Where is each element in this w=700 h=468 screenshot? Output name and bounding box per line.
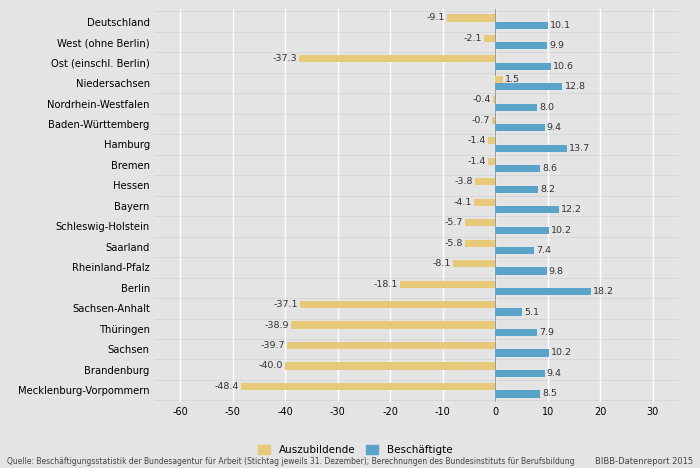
Bar (400, 280, 496, 288)
Text: -48.4: -48.4 (215, 382, 239, 391)
Text: 9.4: 9.4 (547, 123, 561, 132)
Bar (496, 329, 537, 336)
Text: -4.1: -4.1 (454, 197, 472, 207)
Text: -37.3: -37.3 (273, 54, 298, 63)
Text: -0.7: -0.7 (471, 116, 489, 125)
Text: 13.7: 13.7 (569, 144, 590, 153)
Text: -2.1: -2.1 (463, 34, 482, 43)
Bar (453, 260, 496, 267)
Bar (496, 227, 549, 234)
Bar (491, 117, 496, 124)
Text: 12.8: 12.8 (564, 82, 585, 91)
Bar (496, 76, 503, 83)
Bar (286, 362, 496, 370)
Bar (475, 178, 496, 185)
Bar (493, 96, 496, 103)
Text: -5.8: -5.8 (444, 239, 463, 248)
Text: 10.1: 10.1 (550, 21, 571, 30)
Text: -3.8: -3.8 (455, 177, 473, 186)
Bar (484, 35, 496, 42)
Bar (287, 342, 496, 349)
Text: 5.1: 5.1 (524, 307, 539, 316)
Text: 8.2: 8.2 (540, 185, 555, 194)
Text: 18.2: 18.2 (593, 287, 614, 296)
Legend: Auszubildende, Beschäftigte: Auszubildende, Beschäftigte (253, 441, 456, 460)
Bar (496, 350, 549, 357)
Text: -40.0: -40.0 (259, 361, 283, 371)
Bar (496, 22, 548, 29)
Bar (466, 219, 496, 226)
Text: 8.6: 8.6 (542, 164, 557, 173)
Text: 10.6: 10.6 (553, 62, 574, 71)
Bar (488, 137, 496, 144)
Bar (496, 83, 563, 90)
Text: 9.8: 9.8 (549, 267, 564, 276)
Bar (496, 124, 545, 132)
Bar (496, 308, 522, 315)
Text: 1.5: 1.5 (505, 75, 520, 84)
Bar (300, 301, 496, 308)
Text: -1.4: -1.4 (468, 136, 486, 145)
Text: 10.2: 10.2 (551, 226, 572, 234)
Text: 12.2: 12.2 (561, 205, 582, 214)
Text: -18.1: -18.1 (374, 279, 398, 289)
Bar (241, 383, 496, 390)
Bar (300, 55, 496, 62)
Text: 7.9: 7.9 (539, 328, 554, 337)
Text: 8.5: 8.5 (542, 389, 557, 398)
Bar (291, 322, 496, 329)
Bar (496, 63, 551, 70)
Text: BIBB-Datenreport 2015: BIBB-Datenreport 2015 (595, 457, 693, 466)
Text: 9.4: 9.4 (547, 369, 561, 378)
Text: 7.4: 7.4 (536, 246, 551, 255)
Bar (447, 15, 496, 22)
Bar (496, 165, 540, 172)
Bar (496, 104, 538, 111)
Bar (496, 247, 534, 254)
Text: -38.9: -38.9 (265, 321, 289, 329)
Bar (496, 268, 547, 275)
Bar (474, 198, 496, 206)
Bar (496, 186, 538, 193)
Bar (465, 240, 496, 247)
Text: 10.2: 10.2 (551, 349, 572, 358)
Text: 8.0: 8.0 (540, 103, 554, 112)
Text: -37.1: -37.1 (274, 300, 298, 309)
Text: -8.1: -8.1 (433, 259, 451, 268)
Text: -1.4: -1.4 (468, 157, 486, 166)
Bar (496, 145, 567, 152)
Text: 9.9: 9.9 (550, 41, 564, 51)
Bar (496, 390, 540, 397)
Bar (496, 288, 591, 295)
Text: -39.7: -39.7 (260, 341, 285, 350)
Text: Quelle: Beschäftigungsstatistik der Bundesagentur für Arbeit (Stichtag jeweils 3: Quelle: Beschäftigungsstatistik der Bund… (7, 457, 575, 466)
Text: -5.7: -5.7 (445, 218, 463, 227)
Bar (496, 206, 559, 213)
Text: -9.1: -9.1 (427, 14, 445, 22)
Bar (488, 158, 496, 165)
Text: -0.4: -0.4 (473, 95, 491, 104)
Bar (496, 42, 547, 50)
Bar (496, 370, 545, 377)
